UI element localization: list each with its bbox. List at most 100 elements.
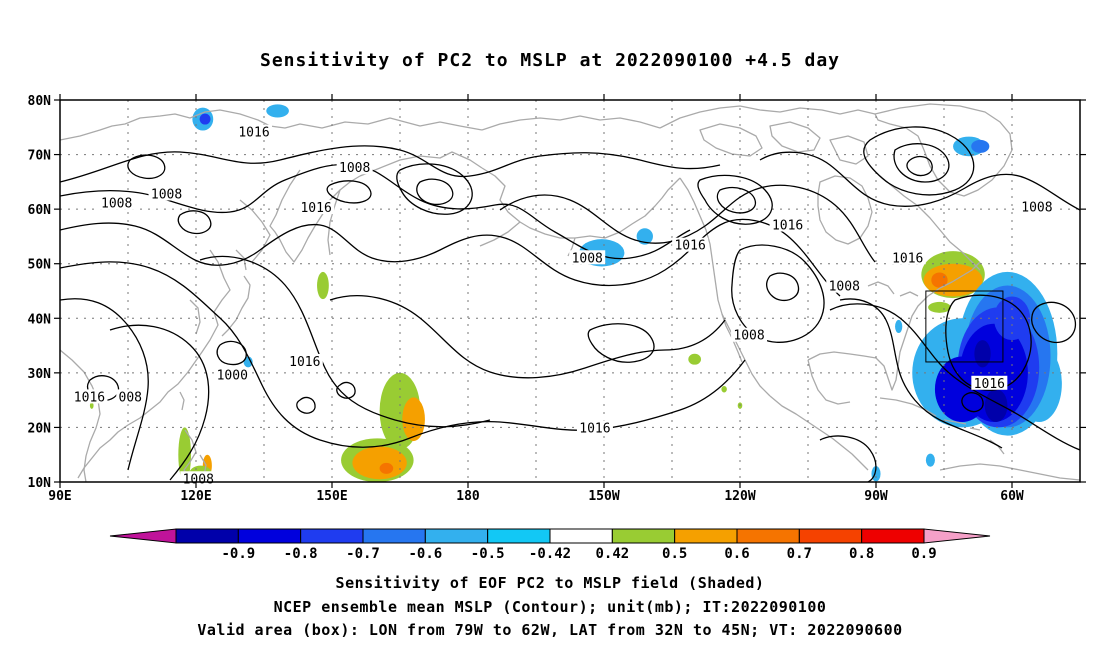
colorbar: -0.9 -0.8 -0.7 -0.6 -0.5 -0.42 0.42 0.5 0.6 0.7 0.… [109,528,991,562]
contour-label-bg [569,250,606,265]
lat-tick-label: 80N [28,94,52,109]
contour-label: 1008 [733,329,764,344]
contour-label-bg [148,186,185,201]
shading-patch [352,446,407,480]
lon-tick-label: 150E [316,489,347,504]
contour-label: 1016 [289,355,320,370]
contour-label: 1008 [339,161,370,176]
contour-label-bg [98,195,135,210]
colorbar-max-triangle [923,528,991,544]
lon-tick-label: 120W [724,489,755,504]
contour-label: 1008 [1021,201,1052,216]
lon-tick-label: 180 [456,489,480,504]
colorbar-label: -0.6 [408,546,442,562]
shading-patch [89,402,94,409]
contour-label: 1016 [300,201,331,216]
shading-patch [402,397,425,442]
lat-tick-label: 30N [28,367,52,382]
colorbar-label: 0.42 [595,546,629,562]
map-frame [59,99,1081,483]
lat-tick-label: 70N [28,149,52,164]
contour-label: 1016 [74,390,105,405]
shading-patch [243,356,253,368]
shading-patch [721,385,727,393]
contour-label-bg [889,250,926,265]
colorbar-label: -0.8 [284,546,318,562]
lon-tick-label: 90W [864,489,888,504]
figure-title: Sensitivity of PC2 to MSLP at 2022090100… [259,50,840,71]
colorbar-swatch [487,528,551,544]
contour-label: 1016 [674,239,705,254]
contour-label: 1016 [772,219,803,234]
coastline-outlines [60,103,1080,482]
lat-tick-label: 20N [28,421,52,436]
shading-patch [984,389,1008,422]
colorbar-swatch [861,528,925,544]
contour-label: 1016 [974,377,1005,392]
contour-label: 1016 [238,126,269,141]
shading-patch [925,453,935,467]
lat-tick-label: 10N [28,476,52,491]
caption-line-2: NCEP ensemble mean MSLP (Contour); unit(… [273,598,827,616]
contour-label-bg [336,160,373,175]
colorbar-swatch [549,528,613,544]
colorbar-swatch [798,528,863,544]
shading-patch [379,462,394,474]
colorbar-min-triangle [109,528,177,544]
contour-label: 1008 [829,280,860,295]
contour-label-bg [236,124,273,139]
shading-patch [971,139,990,153]
contour-label: 1016 [579,422,610,437]
colorbar-label: -0.9 [221,546,255,562]
shading-patch [266,104,289,118]
lon-tick-label: 90E [48,489,71,504]
contour-label-bg [769,217,806,232]
colorbar-swatch [300,528,364,544]
shading-patch [636,228,653,245]
colorbar-swatch [611,528,676,544]
contour-label: 1008 [572,251,603,266]
colorbar-swatch [736,528,800,544]
shading-patch [199,113,211,125]
contour-label-bg [298,200,335,215]
shading-patch [974,340,991,368]
colorbar-label: 0.6 [724,546,749,562]
colorbar-label: 0.9 [911,546,936,562]
contour-label: 1008 [183,472,214,487]
mslp-contours [60,126,1080,482]
colorbar-label: 0.8 [849,546,874,562]
lon-tick-label: 150W [588,489,619,504]
contour-label-bg [826,278,863,293]
colorbar-swatch [424,528,489,544]
contour-label-bg [731,327,768,342]
contour-label: 1016 [892,251,923,266]
shading-patch [178,427,192,482]
contour-label-bg [971,375,1008,390]
caption-line-1: Sensitivity of EOF PC2 to MSLP field (Sh… [335,574,765,592]
caption-line-3: Valid area (box): LON from 79W to 62W, L… [197,621,903,639]
colorbar-label: 0.7 [787,546,812,562]
lon-tick-label: 120E [180,489,211,504]
colorbar-label: -0.5 [471,546,505,562]
contour-label: 008 [119,390,142,405]
lat-tick-label: 60N [28,203,52,218]
lat-tick-label: 50N [28,258,52,273]
colorbar-label: 0.5 [662,546,687,562]
contour-label-bg [286,353,323,368]
shading-patch [317,271,329,300]
colorbar-swatch [674,528,738,544]
shading-patch [895,319,903,334]
colorbar-label: -0.7 [346,546,380,562]
contour-label-bg [71,389,108,404]
lat-tick-label: 40N [28,312,52,327]
shading-patch [688,353,702,365]
contour-label: 1008 [101,197,132,212]
contour-label-bg [116,389,145,404]
contour-labels: 1016 1008 1008 1008 1016 1016 1008 1016 1016 1008… [71,124,1055,487]
shading-patch [928,301,951,313]
contour-label-bg [214,367,251,382]
contour-label-bg [1018,199,1055,214]
